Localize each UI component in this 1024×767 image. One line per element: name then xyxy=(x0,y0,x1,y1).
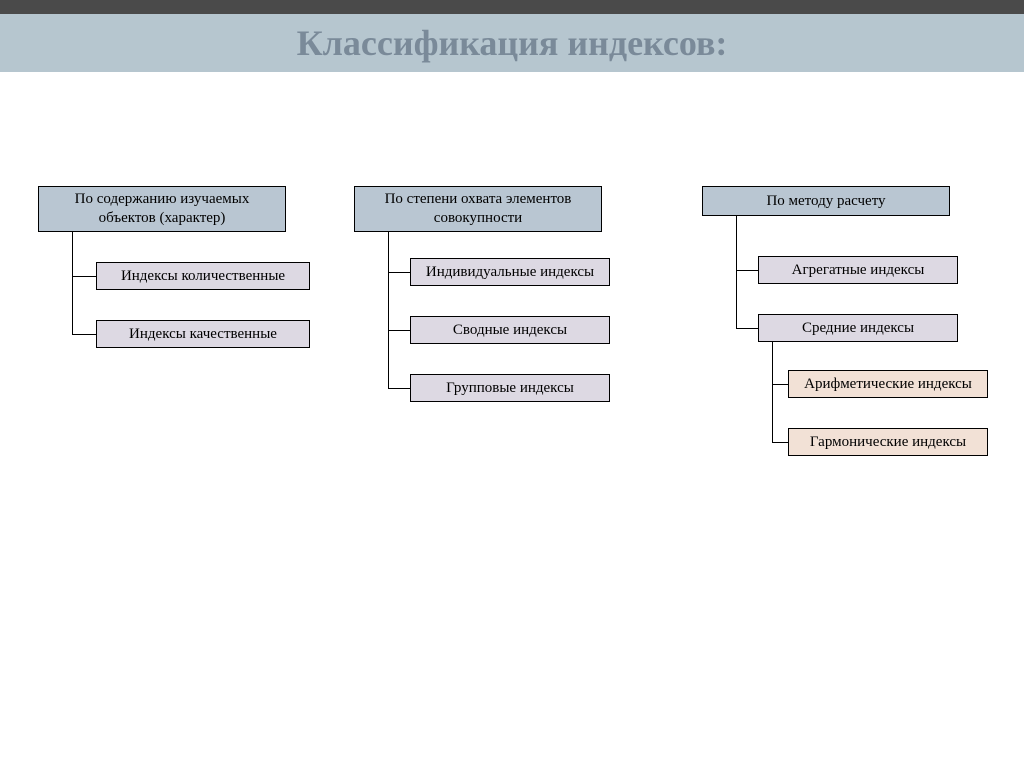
connector xyxy=(388,330,410,331)
item-box: Агрегатные индексы xyxy=(758,256,958,284)
connector xyxy=(772,342,773,442)
connector xyxy=(736,328,758,329)
title-bar: Классификация индексов: xyxy=(0,14,1024,72)
item-box: Групповые индексы xyxy=(410,374,610,402)
item-box: Средние индексы xyxy=(758,314,958,342)
page-title: Классификация индексов: xyxy=(297,22,728,64)
connector xyxy=(72,334,96,335)
connector xyxy=(72,276,96,277)
category-box: По методу расчету xyxy=(702,186,950,216)
connector xyxy=(388,272,410,273)
category-box: По степени охвата элементов совокупности xyxy=(354,186,602,232)
connector xyxy=(772,384,788,385)
connector xyxy=(72,232,73,334)
top-stripe xyxy=(0,0,1024,14)
subitem-box: Гармонические индексы xyxy=(788,428,988,456)
subitem-box: Арифметические индексы xyxy=(788,370,988,398)
connector xyxy=(736,216,737,328)
connector xyxy=(388,232,389,388)
item-box: Сводные индексы xyxy=(410,316,610,344)
connector xyxy=(388,388,410,389)
item-box: Индивидуальные индексы xyxy=(410,258,610,286)
connector xyxy=(736,270,758,271)
category-box: По содержанию изучаемых объектов (характ… xyxy=(38,186,286,232)
connector xyxy=(772,442,788,443)
item-box: Индексы качественные xyxy=(96,320,310,348)
item-box: Индексы количественные xyxy=(96,262,310,290)
